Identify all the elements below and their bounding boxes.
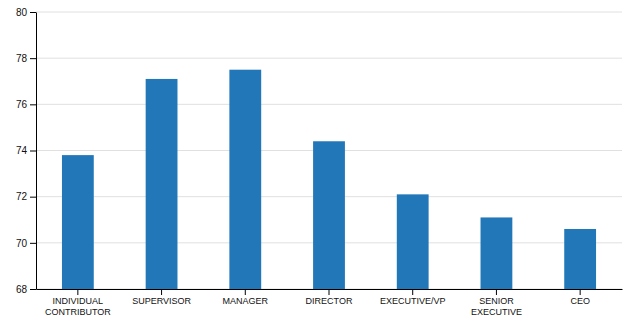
y-tick-mark	[30, 58, 36, 59]
y-tick-label: 74	[16, 145, 28, 156]
y-tick: 70	[16, 238, 36, 249]
x-tick-label: SENIOREXECUTIVE	[471, 296, 522, 317]
x-tick-label: EXECUTIVE/VP	[380, 296, 446, 306]
x-tick: DIRECTOR	[306, 289, 353, 306]
x-tick: SENIOREXECUTIVE	[471, 289, 522, 317]
y-tick-mark	[30, 197, 36, 198]
y-axis: 68 70 72 74 76 78 80	[16, 7, 37, 295]
x-tick-label-line: SUPERVISOR	[132, 296, 191, 306]
x-tick-label-line: DIRECTOR	[306, 296, 353, 306]
x-tick-mark	[580, 289, 581, 295]
y-tick-mark	[30, 12, 36, 13]
grid-line	[36, 58, 622, 59]
x-tick-mark	[245, 289, 246, 295]
x-tick-label-line: CONTRIBUTOR	[45, 307, 111, 317]
x-tick-label: INDIVIDUALCONTRIBUTOR	[45, 296, 111, 317]
grid	[36, 12, 622, 289]
y-axis-line	[36, 13, 37, 290]
x-tick-mark	[77, 289, 78, 295]
y-tick: 72	[16, 191, 36, 202]
x-tick: MANAGER	[223, 289, 269, 306]
y-tick-mark	[30, 104, 36, 105]
plot-area: 68 70 72 74 76 78 80 INDIVIDUALCONTRIBUTOR SUPER…	[16, 7, 623, 317]
x-tick-label-line: SENIOR	[479, 296, 514, 306]
x-tick: SUPERVISOR	[132, 289, 191, 306]
bar	[229, 70, 261, 289]
y-tick-label: 72	[16, 191, 28, 202]
bar	[564, 229, 596, 289]
bar	[146, 79, 178, 289]
x-tick-label: DIRECTOR	[306, 296, 353, 306]
y-tick-mark	[30, 289, 36, 290]
x-tick: INDIVIDUALCONTRIBUTOR	[45, 289, 111, 317]
bar	[62, 155, 94, 289]
y-tick-label: 80	[16, 7, 28, 18]
x-tick-mark	[161, 289, 162, 295]
grid-line	[36, 12, 622, 13]
y-tick: 80	[16, 7, 36, 18]
x-tick-label-line: EXECUTIVE/VP	[380, 296, 446, 306]
x-tick-mark	[329, 289, 330, 295]
grid-line	[36, 104, 622, 105]
x-tick-label-line: CEO	[570, 296, 590, 306]
chart-container: 68 70 72 74 76 78 80 INDIVIDUALCONTRIBUTOR SUPER…	[0, 0, 634, 329]
y-tick-label: 76	[16, 99, 28, 110]
y-tick-label: 78	[16, 53, 28, 64]
x-axis: INDIVIDUALCONTRIBUTOR SUPERVISOR MANAGER DI…	[37, 289, 623, 317]
x-tick-mark	[412, 289, 413, 295]
x-tick: CEO	[570, 289, 590, 306]
bars	[62, 70, 596, 289]
x-tick: EXECUTIVE/VP	[380, 289, 446, 306]
x-tick-label: SUPERVISOR	[132, 296, 191, 306]
bar	[397, 194, 429, 289]
y-tick: 78	[16, 53, 36, 64]
chart-svg: 68 70 72 74 76 78 80 INDIVIDUALCONTRIBUTOR SUPER…	[0, 0, 634, 329]
x-tick-label-line: MANAGER	[223, 296, 269, 306]
y-tick-label: 68	[16, 284, 28, 295]
bar	[313, 141, 345, 289]
y-tick: 68	[16, 284, 36, 295]
x-tick-label: CEO	[570, 296, 590, 306]
x-tick-mark	[496, 289, 497, 295]
x-tick-label-line: INDIVIDUAL	[53, 296, 104, 306]
y-tick-mark	[30, 243, 36, 244]
y-tick: 74	[16, 145, 36, 156]
y-tick: 76	[16, 99, 36, 110]
bar	[481, 217, 513, 289]
x-tick-label-line: EXECUTIVE	[471, 307, 522, 317]
y-tick-mark	[30, 151, 36, 152]
y-tick-label: 70	[16, 238, 28, 249]
x-tick-label: MANAGER	[223, 296, 269, 306]
